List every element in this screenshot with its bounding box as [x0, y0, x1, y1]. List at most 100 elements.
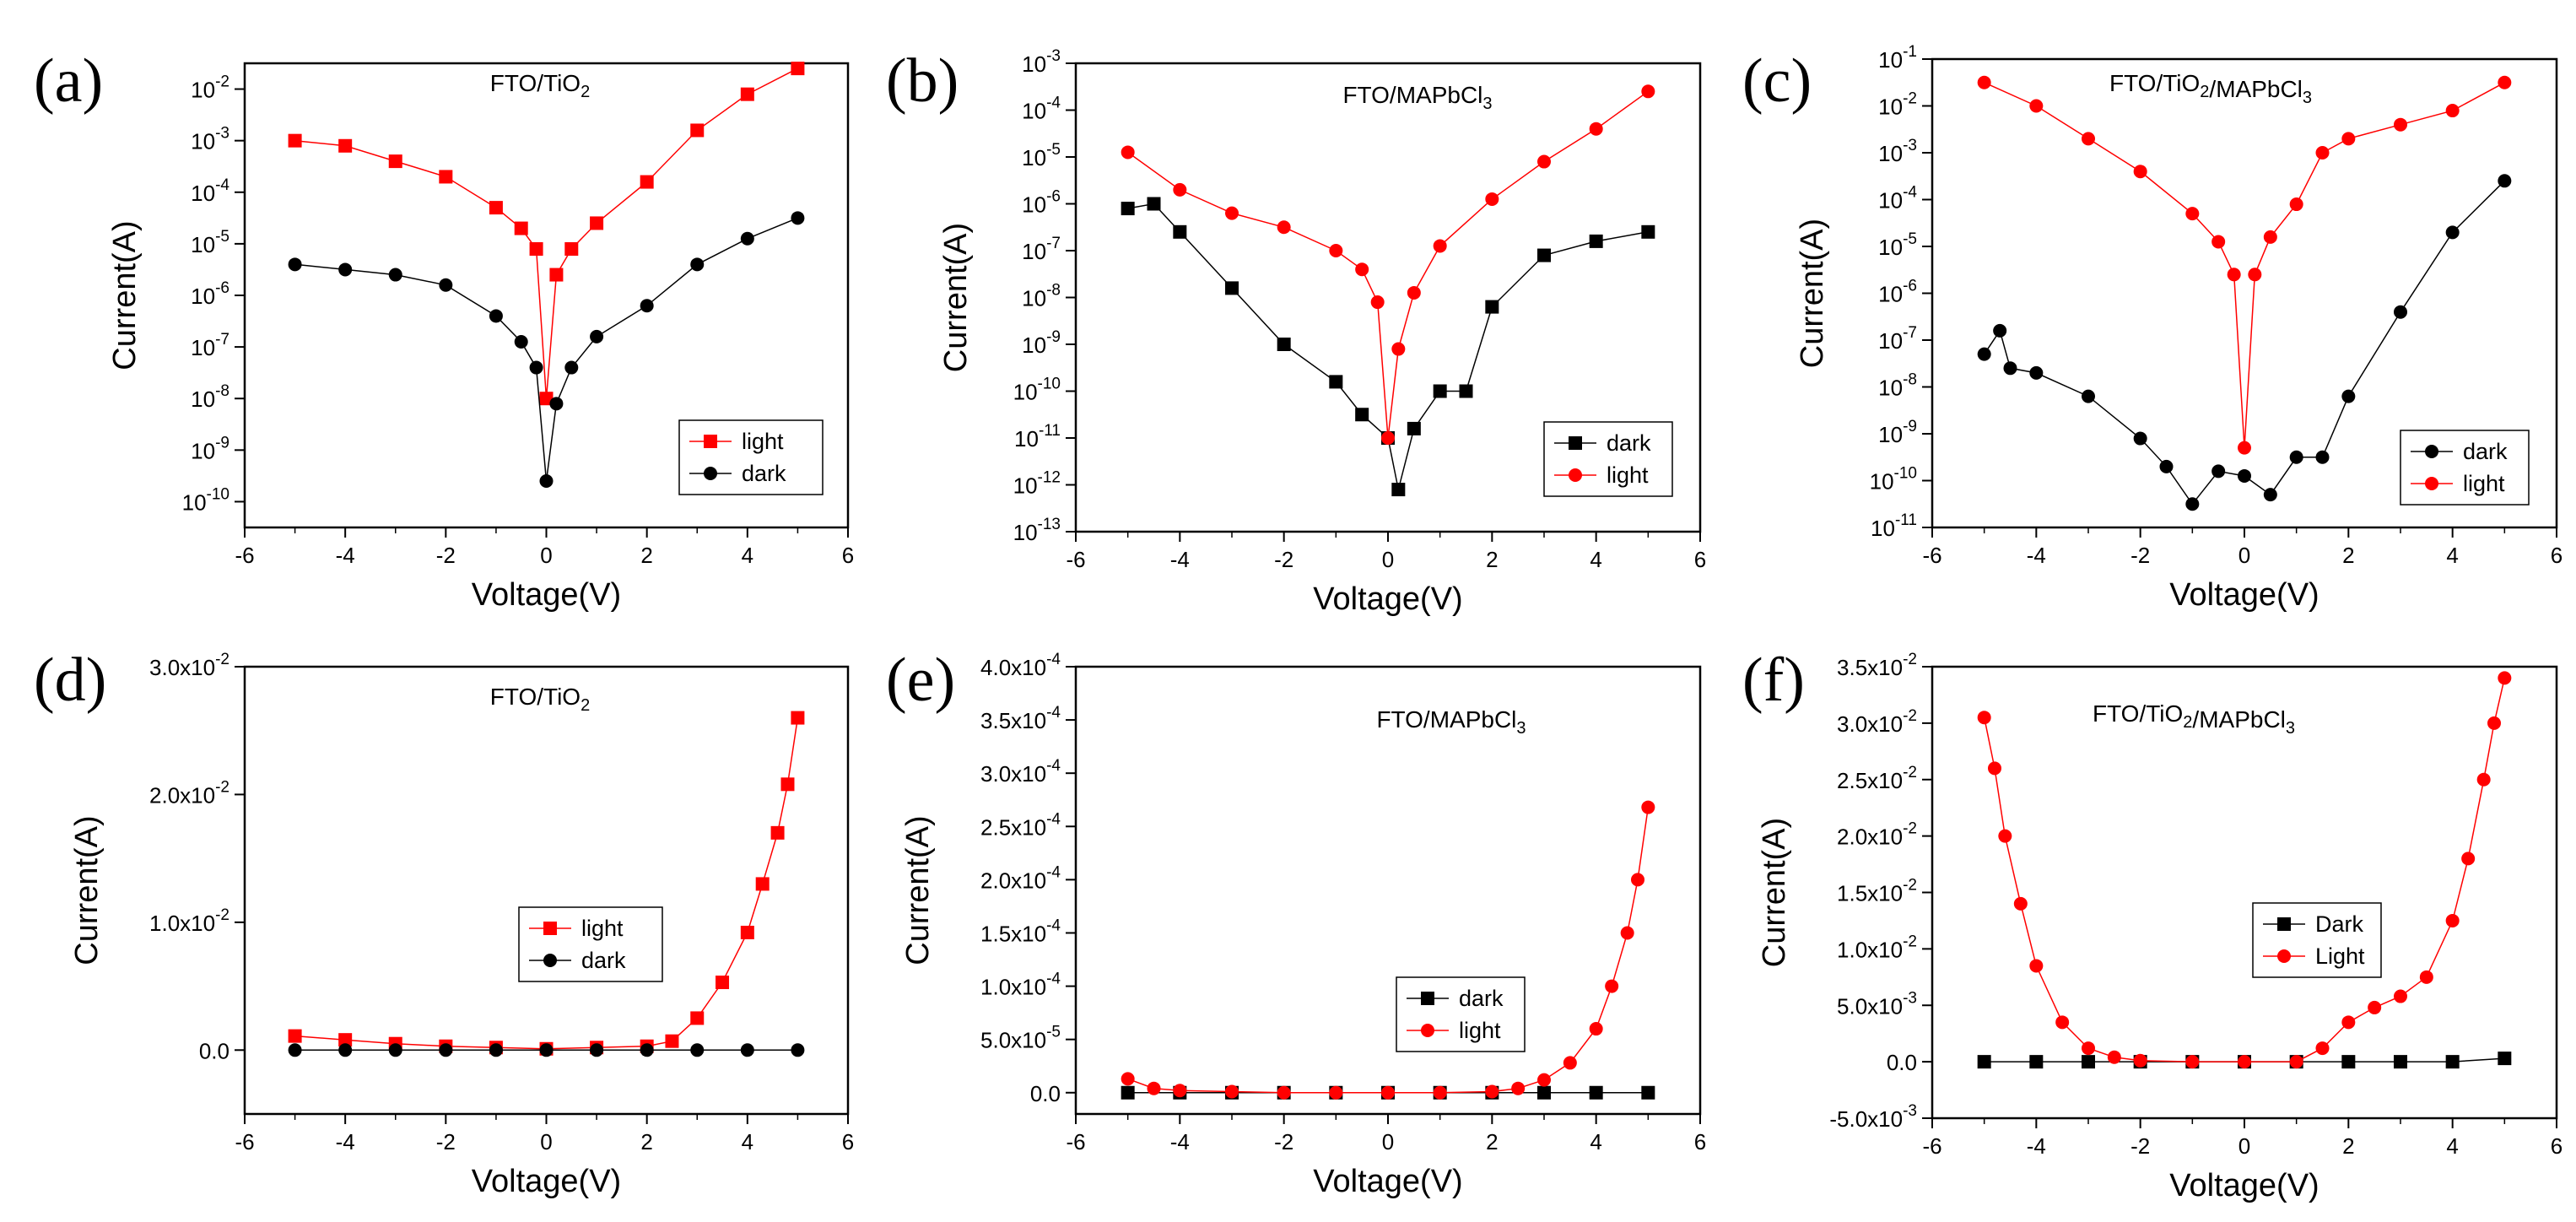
data-point	[2082, 1041, 2095, 1056]
y-tick-label: 10-3	[191, 125, 230, 154]
y-tick-base: 10	[1878, 235, 1903, 260]
data-point	[489, 201, 503, 215]
data-point	[1537, 1085, 1551, 1100]
data-point	[1433, 384, 1447, 398]
title-subscript: 2	[581, 696, 590, 715]
y-tick-base: 10	[191, 129, 215, 154]
data-point	[338, 1033, 353, 1047]
y-tick-exponent: -4	[215, 176, 230, 194]
data-point	[439, 170, 453, 184]
data-point	[1121, 145, 1135, 160]
data-point	[1641, 224, 1655, 239]
data-point	[690, 1011, 705, 1025]
x-tick-label: -2	[2130, 543, 2150, 568]
y-tick-base: 4.0x10	[980, 655, 1046, 680]
data-point	[2445, 1055, 2460, 1069]
x-tick-label: 4	[2446, 1133, 2458, 1159]
x-axis-label: Voltage(V)	[2169, 577, 2319, 613]
legend-marker	[543, 954, 557, 967]
y-tick-base: 10	[191, 438, 215, 463]
y-tick-base: 10	[1013, 473, 1038, 499]
y-tick-exponent: -2	[1903, 933, 1917, 950]
y-tick-exponent: -4	[1046, 916, 1061, 934]
data-point	[1993, 323, 2007, 338]
y-tick-label: 10-3	[1878, 137, 1917, 166]
y-tick-label: 10-6	[1878, 278, 1917, 307]
data-point	[1485, 192, 1499, 206]
y-axis-label: Current(A)	[900, 815, 936, 965]
data-point	[1589, 234, 1603, 248]
data-point	[2082, 132, 2095, 146]
y-tick-label: 10-8	[1022, 282, 1061, 311]
legend-label: Dark	[2315, 911, 2364, 937]
y-tick-label: 5.0x10-3	[1837, 989, 1917, 1019]
y-tick-base: 2.0x10	[149, 782, 215, 808]
x-tick-label: -4	[2027, 1133, 2046, 1159]
y-tick-base: 10	[1022, 99, 1046, 124]
data-point	[529, 242, 543, 256]
x-tick-label: -4	[336, 1129, 355, 1154]
y-tick-exponent: -6	[1903, 278, 1917, 295]
x-tick-label: 0	[2238, 543, 2250, 568]
y-tick-label: 3.0x10-4	[980, 757, 1061, 787]
data-point	[2315, 450, 2330, 464]
legend-box	[1396, 976, 1526, 1052]
y-tick-label: 10-8	[191, 382, 230, 412]
x-tick-label: -2	[1274, 1129, 1293, 1154]
series-dark	[288, 211, 805, 488]
data-point	[288, 1043, 302, 1057]
x-axis-label: Voltage(V)	[2169, 1168, 2319, 1203]
y-tick-base: 5.0x10	[980, 1028, 1046, 1053]
data-point	[564, 360, 579, 375]
data-point	[1277, 220, 1291, 235]
y-tick-base: 10	[1878, 328, 1903, 354]
data-point	[2133, 1053, 2147, 1068]
data-point	[2238, 441, 2251, 455]
data-point	[1589, 1085, 1603, 1100]
y-tick-exponent: -1	[1903, 43, 1917, 61]
y-tick-base: 10	[1878, 282, 1903, 307]
title-subscript: 3	[2286, 719, 2295, 738]
data-point	[1998, 829, 2012, 843]
data-point	[1355, 408, 1369, 422]
data-point	[1537, 154, 1551, 169]
data-point	[1173, 182, 1187, 197]
chart-panel-4: (d)-6 -4 -2 0 2 4 60.01.0x10-22.0x10-23.0x10-2…	[34, 646, 854, 1199]
data-point	[2289, 1055, 2303, 1069]
data-point	[1433, 239, 1447, 253]
x-tick-label: 0	[1382, 1129, 1394, 1154]
legend-label: light	[2463, 471, 2505, 496]
y-tick-base: 3.0x10	[1837, 711, 1903, 737]
y-tick-label: 0.0	[1030, 1081, 1061, 1106]
data-point	[388, 1043, 402, 1057]
title-subscript: 2	[581, 83, 590, 101]
legend-marker	[1569, 436, 1582, 450]
y-tick-label: 10-1	[1878, 43, 1917, 73]
data-point	[1381, 431, 1395, 445]
y-tick-exponent: -9	[215, 434, 230, 451]
data-point	[2341, 1055, 2356, 1069]
x-tick-label: -4	[1170, 547, 1190, 572]
legend-label: light	[1459, 1018, 1501, 1043]
data-point	[2394, 1055, 2407, 1069]
y-tick-base: 10	[1022, 145, 1046, 170]
y-tick-label: 10-10	[1870, 465, 1917, 495]
x-tick-label: 6	[2551, 543, 2562, 568]
y-tick-exponent: -4	[1903, 184, 1917, 202]
y-tick-exponent: -3	[1903, 1102, 1917, 1120]
legend-marker	[1421, 1024, 1434, 1037]
y-tick-exponent: -5	[1903, 230, 1917, 248]
y-tick-label: 10-11	[1014, 422, 1061, 451]
x-tick-label: -4	[2027, 543, 2046, 568]
title-subscript: 3	[1482, 95, 1492, 113]
x-tick-label: -6	[1066, 547, 1085, 572]
y-tick-base: 3.5x10	[1837, 655, 1903, 680]
y-tick-base: 1.0x10	[149, 911, 215, 936]
data-point	[1459, 384, 1473, 398]
y-tick-label: 10-9	[1022, 328, 1061, 358]
y-axis-label: Current(A)	[1795, 219, 1830, 368]
y-tick-base: 2.5x10	[1837, 768, 1903, 793]
data-point	[2498, 671, 2512, 685]
panel-label: (b)	[886, 46, 959, 116]
